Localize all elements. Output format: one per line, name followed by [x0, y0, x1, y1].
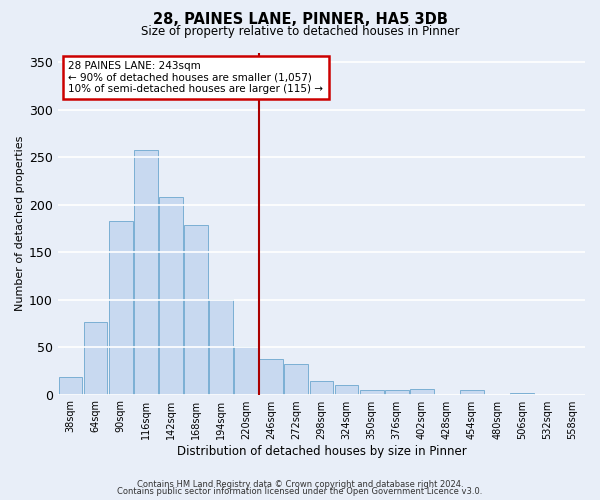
Bar — [284, 364, 308, 394]
Bar — [511, 392, 534, 394]
Bar — [109, 220, 133, 394]
Bar — [385, 390, 409, 394]
X-axis label: Distribution of detached houses by size in Pinner: Distribution of detached houses by size … — [176, 444, 466, 458]
Bar — [410, 389, 434, 394]
Bar — [234, 346, 258, 395]
Bar — [134, 150, 158, 394]
Bar — [460, 390, 484, 394]
Bar — [159, 197, 183, 394]
Y-axis label: Number of detached properties: Number of detached properties — [15, 136, 25, 311]
Bar — [360, 390, 383, 394]
Bar — [209, 298, 233, 394]
Text: 28, PAINES LANE, PINNER, HA5 3DB: 28, PAINES LANE, PINNER, HA5 3DB — [152, 12, 448, 28]
Text: Contains public sector information licensed under the Open Government Licence v3: Contains public sector information licen… — [118, 488, 482, 496]
Text: 28 PAINES LANE: 243sqm
← 90% of detached houses are smaller (1,057)
10% of semi-: 28 PAINES LANE: 243sqm ← 90% of detached… — [68, 61, 323, 94]
Bar — [59, 378, 82, 394]
Bar — [259, 360, 283, 394]
Bar — [184, 226, 208, 394]
Bar — [335, 385, 358, 394]
Bar — [83, 322, 107, 394]
Text: Size of property relative to detached houses in Pinner: Size of property relative to detached ho… — [141, 25, 459, 38]
Bar — [310, 382, 334, 394]
Text: Contains HM Land Registry data © Crown copyright and database right 2024.: Contains HM Land Registry data © Crown c… — [137, 480, 463, 489]
